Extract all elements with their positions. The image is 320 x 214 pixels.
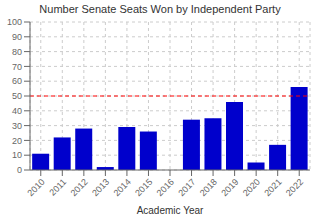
svg-text:30: 30 xyxy=(12,121,22,131)
svg-text:2021: 2021 xyxy=(262,177,283,198)
svg-text:Academic Year: Academic Year xyxy=(137,205,204,214)
svg-text:90: 90 xyxy=(12,32,22,42)
svg-text:2019: 2019 xyxy=(219,177,240,198)
html-text:Number Senate Seats Won by Ind: Number Senate Seats Won by Independent P… xyxy=(39,3,281,15)
svg-text:10: 10 xyxy=(12,150,22,160)
svg-text:2016: 2016 xyxy=(155,177,176,198)
svg-text:2020: 2020 xyxy=(241,177,262,198)
svg-text:100: 100 xyxy=(8,18,22,27)
svg-text:0: 0 xyxy=(17,165,22,175)
svg-text:2012: 2012 xyxy=(69,177,90,198)
svg-text:20: 20 xyxy=(12,136,22,146)
svg-text:50: 50 xyxy=(12,91,22,101)
svg-text:2018: 2018 xyxy=(198,177,219,198)
svg-text:80: 80 xyxy=(12,47,22,57)
svg-text:2010: 2010 xyxy=(25,177,46,198)
svg-text:2013: 2013 xyxy=(90,177,111,198)
svg-text:2011: 2011 xyxy=(47,177,68,198)
svg-text:2017: 2017 xyxy=(176,177,197,198)
svg-text:60: 60 xyxy=(12,76,22,86)
svg-text:2014: 2014 xyxy=(112,177,133,198)
svg-text:70: 70 xyxy=(12,62,22,72)
svg-text:2015: 2015 xyxy=(133,177,154,198)
svg-text:40: 40 xyxy=(12,106,22,116)
svg-text:2022: 2022 xyxy=(284,177,305,198)
